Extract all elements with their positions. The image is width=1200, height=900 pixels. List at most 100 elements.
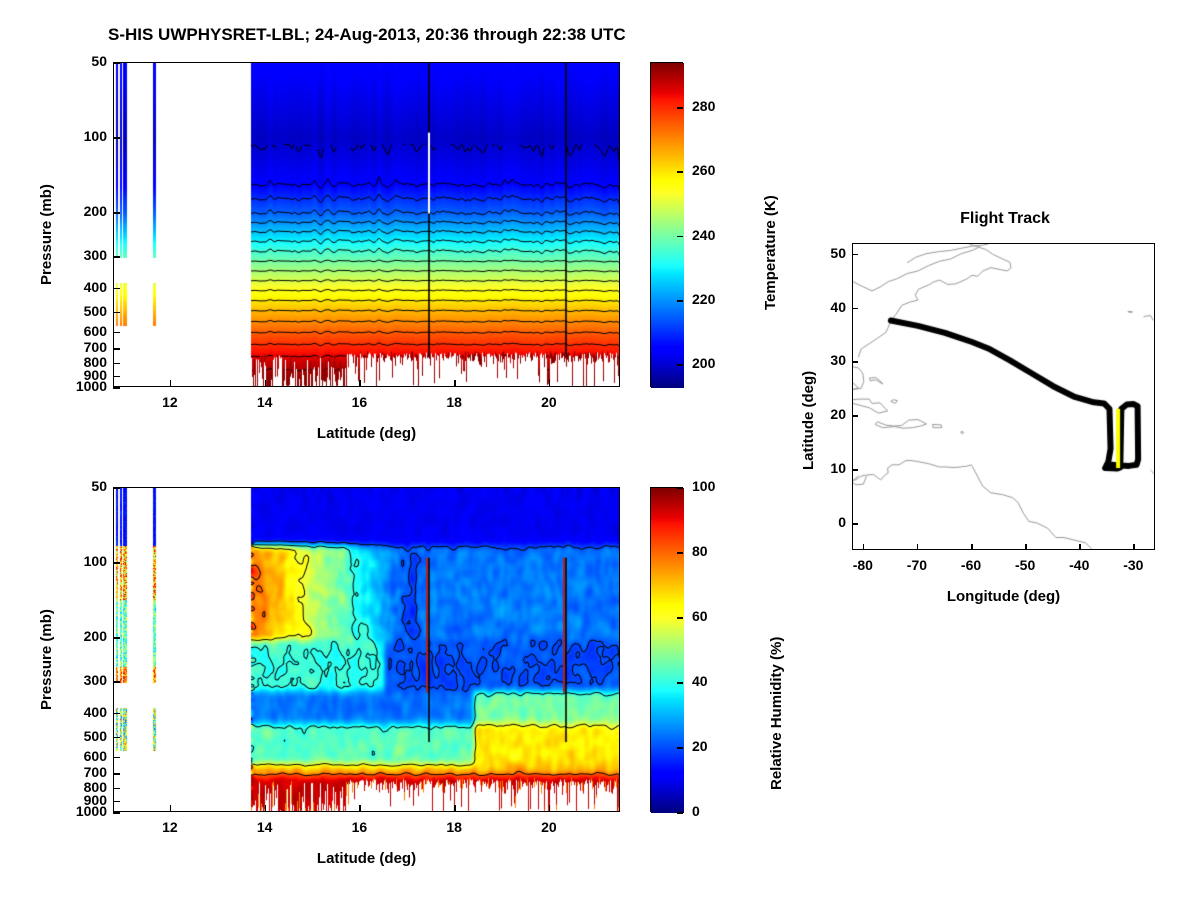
- colorbar-tick-mark: [677, 171, 683, 173]
- colorbar-tick-mark: [677, 235, 683, 238]
- humidity-colorbar[interactable]: [650, 487, 684, 813]
- y-tick-label: 600: [83, 322, 107, 339]
- map-x-tick-mark: [1025, 544, 1027, 550]
- map-x-tick-mark: [916, 544, 919, 550]
- y-tick-label: 100: [83, 553, 107, 570]
- y-tick-label: 700: [83, 764, 107, 781]
- humidity-colorbar-label: Relative Humidity (%): [768, 636, 785, 790]
- y-tick-label: 50: [91, 478, 107, 494]
- map-y-tick-mark: [852, 361, 858, 363]
- map-y-tick-mark: [852, 253, 858, 256]
- x-tick-mark: [264, 380, 267, 387]
- y-tick-label: 200: [83, 628, 107, 645]
- temperature-x-axis-label: Latitude (deg): [316, 425, 417, 442]
- y-tick-mark: [113, 331, 120, 334]
- map-x-tick-mark: [971, 544, 973, 550]
- y-tick-label: 100: [83, 128, 107, 145]
- x-tick-label: 16: [351, 394, 368, 410]
- temperature-colorbar[interactable]: [650, 62, 684, 388]
- colorbar-tick-label: 60: [692, 608, 708, 624]
- colorbar-tick-label: 40: [692, 673, 708, 689]
- y-tick-mark: [113, 712, 120, 715]
- colorbar-tick-mark: [677, 812, 683, 814]
- colorbar-tick-mark: [677, 552, 683, 554]
- x-tick-mark: [454, 805, 456, 812]
- y-tick-mark: [113, 375, 120, 378]
- map-y-tick-mark: [852, 469, 858, 471]
- temperature-colorbar-label: Temperature (K): [762, 195, 779, 310]
- x-tick-mark: [169, 805, 172, 812]
- y-tick-label: 600: [83, 747, 107, 764]
- map-x-axis-label: Longitude (deg): [946, 588, 1061, 605]
- x-tick-mark: [264, 805, 267, 812]
- colorbar-tick-label: 260: [692, 162, 716, 179]
- y-tick-mark: [113, 637, 120, 639]
- y-tick-label: 800: [83, 778, 107, 795]
- y-tick-label: 300: [83, 672, 107, 689]
- colorbar-tick-label: 80: [692, 543, 708, 559]
- y-tick-mark: [113, 800, 120, 803]
- colorbar-tick-mark: [677, 107, 683, 109]
- y-tick-label: 500: [83, 302, 107, 319]
- map-x-tick-label: -80: [852, 557, 873, 573]
- y-tick-mark: [113, 487, 120, 489]
- map-y-tick-label: 0: [838, 514, 846, 531]
- y-tick-label: 200: [83, 203, 107, 220]
- colorbar-tick-mark: [677, 747, 683, 749]
- y-tick-mark: [113, 256, 120, 258]
- map-x-tick-mark: [1079, 544, 1081, 550]
- map-y-tick-label: 20: [830, 406, 846, 423]
- x-tick-label: 20: [541, 394, 557, 410]
- y-tick-mark: [113, 736, 120, 739]
- x-tick-label: 14: [256, 394, 273, 410]
- y-tick-mark: [113, 62, 120, 64]
- y-tick-label: 400: [83, 703, 107, 720]
- humidity-y-axis-label: Pressure (mb): [38, 609, 55, 710]
- y-tick-label: 500: [83, 727, 107, 744]
- x-tick-label: 16: [351, 819, 368, 835]
- x-tick-mark: [359, 805, 361, 812]
- y-tick-label: 300: [83, 247, 107, 264]
- x-tick-label: 14: [256, 819, 273, 835]
- flight-track-plot-box[interactable]: [852, 243, 1155, 550]
- map-x-tick-label: -60: [960, 557, 982, 573]
- map-x-tick-mark: [862, 544, 865, 550]
- x-tick-mark: [169, 380, 172, 387]
- temperature-plot-box[interactable]: [113, 62, 620, 387]
- colorbar-tick-label: 0: [692, 803, 700, 819]
- y-tick-label: 900: [83, 791, 107, 808]
- y-tick-label: 1000: [75, 803, 107, 819]
- y-tick-mark: [113, 387, 120, 389]
- x-tick-label: 12: [162, 819, 178, 835]
- colorbar-tick-mark: [677, 364, 683, 366]
- colorbar-tick-label: 100: [692, 478, 716, 494]
- y-tick-label: 900: [83, 366, 107, 383]
- x-tick-label: 12: [162, 394, 178, 410]
- map-y-tick-label: 30: [830, 352, 846, 369]
- x-tick-label: 18: [446, 819, 462, 835]
- map-x-tick-mark: [1133, 544, 1135, 550]
- humidity-x-axis-label: Latitude (deg): [316, 850, 417, 867]
- temperature-y-axis-label: Pressure (mb): [38, 184, 55, 285]
- colorbar-tick-label: 220: [692, 291, 716, 308]
- map-y-tick-mark: [852, 415, 858, 417]
- x-tick-label: 18: [446, 394, 462, 410]
- x-tick-mark: [359, 380, 361, 387]
- humidity-plot-box[interactable]: [113, 487, 620, 812]
- x-tick-mark: [548, 805, 551, 812]
- y-tick-label: 400: [83, 278, 107, 295]
- y-tick-mark: [113, 681, 120, 683]
- map-y-tick-label: 10: [830, 460, 846, 477]
- map-x-tick-label: -50: [1015, 557, 1036, 573]
- y-tick-mark: [113, 756, 120, 759]
- y-tick-mark: [113, 212, 120, 214]
- colorbar-tick-label: 240: [692, 226, 716, 243]
- colorbar-tick-label: 20: [692, 738, 708, 754]
- colorbar-tick-mark: [677, 487, 683, 489]
- colorbar-tick-mark: [677, 682, 683, 684]
- map-y-tick-label: 40: [830, 298, 846, 315]
- y-tick-mark: [113, 348, 120, 350]
- colorbar-tick-mark: [677, 617, 683, 619]
- map-y-tick-label: 50: [830, 244, 846, 261]
- colorbar-tick-label: 200: [692, 355, 716, 372]
